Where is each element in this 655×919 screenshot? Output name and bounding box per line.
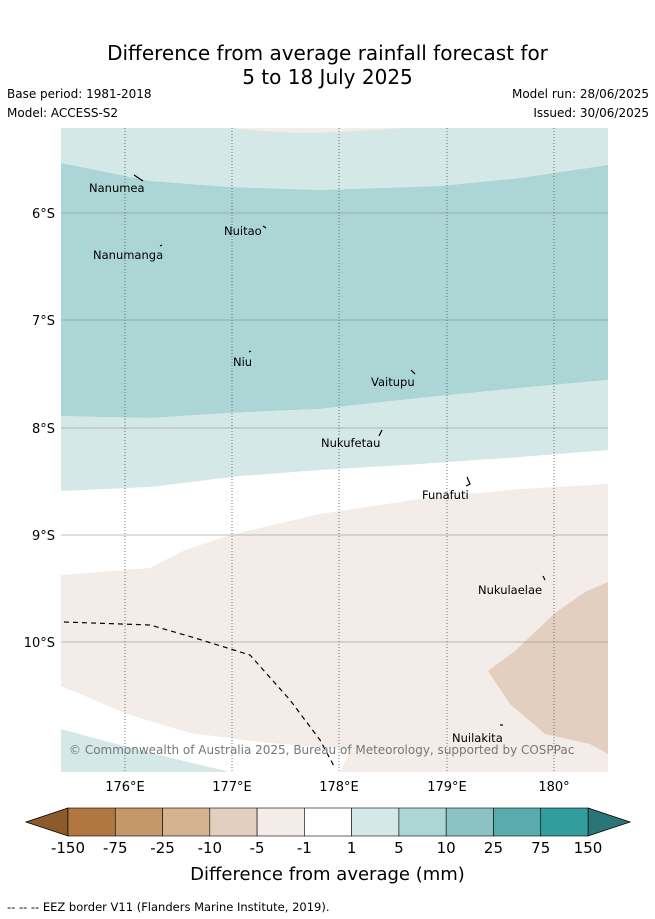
lat-label-7s: 7°S <box>32 314 55 329</box>
colorbar-tick-label: 150 <box>574 839 603 857</box>
colorbar-tick-label: -10 <box>198 839 223 857</box>
island-shapes <box>133 174 546 726</box>
island-shape-nukulaelae <box>542 575 546 581</box>
lon-label-177e: 177°E <box>212 780 252 795</box>
lat-label-10s: 10°S <box>24 636 55 651</box>
lon-label-179e: 179°E <box>427 780 467 795</box>
band-5-to-10 <box>61 163 608 418</box>
island-label-nuitao: Nuitao <box>224 224 262 238</box>
colorbar-segment <box>256 807 305 837</box>
band-neg1-to-neg5-south <box>61 484 608 772</box>
island-shape-vaitupu <box>410 369 416 375</box>
colorbar-min-arrow <box>24 807 69 837</box>
colorbar-segment <box>445 807 494 837</box>
model-run-label: Model run: 28/06/2025 <box>511 87 649 101</box>
base-period-label: Base period: 1981-2018 <box>7 87 152 101</box>
lon-label-176e: 176°E <box>105 780 145 795</box>
colorbar-tick-label: 1 <box>347 839 357 857</box>
island-label-nukufetau: Nukufetau <box>321 436 380 450</box>
colorbar-segment <box>540 807 589 837</box>
colorbar-label: Difference from average (mm) <box>190 864 465 885</box>
lat-label-8s: 8°S <box>32 422 55 437</box>
band-1-to-5-north <box>61 128 608 190</box>
lat-label-9s: 9°S <box>32 529 55 544</box>
colorbar-segment <box>162 807 211 837</box>
lat-label-6s: 6°S <box>32 207 55 222</box>
colorbar-segment <box>304 807 352 837</box>
band-1-to-5-south <box>61 380 608 491</box>
colorbar-segment <box>209 807 258 837</box>
colorbar-tick-label: 10 <box>437 839 456 857</box>
island-shape-nanumanga <box>159 244 163 247</box>
colorbar-tick-label: -75 <box>103 839 128 857</box>
colorbar-tick-label: -25 <box>150 839 175 857</box>
colorbar-segment <box>398 807 447 837</box>
model-label: Model: ACCESS-S2 <box>7 106 119 120</box>
colorbar-segment <box>351 807 400 837</box>
island-label-vaitupu: Vaitupu <box>371 375 415 389</box>
island-label-nukulaelae: Nukulaelae <box>478 583 542 597</box>
map-title-line2: 5 to 18 July 2025 <box>242 65 413 89</box>
island-label-niu: Niu <box>233 355 252 369</box>
anomaly-shading <box>61 128 608 772</box>
eez-border <box>63 621 336 769</box>
colorbar-tick-label: -5 <box>250 839 265 857</box>
colorbar-tick-label: 75 <box>531 839 550 857</box>
colorbar-max-arrow <box>587 807 632 837</box>
island-shape-funafuti <box>465 476 471 487</box>
copyright-text: © Commonwealth of Australia 2025, Bureau… <box>69 743 574 757</box>
colorbar-tick-label: -150 <box>51 839 85 857</box>
island-label-funafuti: Funafuti <box>422 488 469 502</box>
band-neg5-to-neg10 <box>488 582 608 754</box>
island-shape-nuitao <box>262 225 267 229</box>
lon-label-178e: 178°E <box>319 780 359 795</box>
island-shape-nukufetau <box>378 429 383 437</box>
island-shape-nanumea <box>133 174 144 182</box>
colorbar-tick-label: -1 <box>297 839 312 857</box>
band-neg1-to-neg5-corner <box>340 750 608 772</box>
colorbar-segment <box>493 807 542 837</box>
island-shape-niu <box>248 350 252 353</box>
island-label-nanumea: Nanumea <box>89 181 145 195</box>
colorbar-segment <box>114 807 163 837</box>
band-1-to-5-corner <box>61 729 230 772</box>
colorbar-tick-label: 5 <box>394 839 404 857</box>
eez-legend-note: -- -- -- EEZ border V11 (Flanders Marine… <box>7 900 330 914</box>
island-label-nuilakita: Nuilakita <box>452 731 503 745</box>
colorbar-segment <box>67 807 116 837</box>
lon-label-180: 180° <box>538 780 569 795</box>
colorbar-tick-label: 25 <box>484 839 503 857</box>
latitude-gridlines <box>61 212 608 643</box>
band-neg1-to-neg5-north <box>230 128 405 133</box>
band-neutral-south <box>61 686 608 772</box>
longitude-gridlines <box>124 128 555 772</box>
map-title-line1: Difference from average rainfall forecas… <box>107 41 548 65</box>
issued-label: Issued: 30/06/2025 <box>533 106 649 120</box>
island-label-nanumanga: Nanumanga <box>93 248 163 262</box>
colorbar: -150 -75 -25 -10 -5 -1 1 5 10 25 75 150 <box>24 807 632 857</box>
